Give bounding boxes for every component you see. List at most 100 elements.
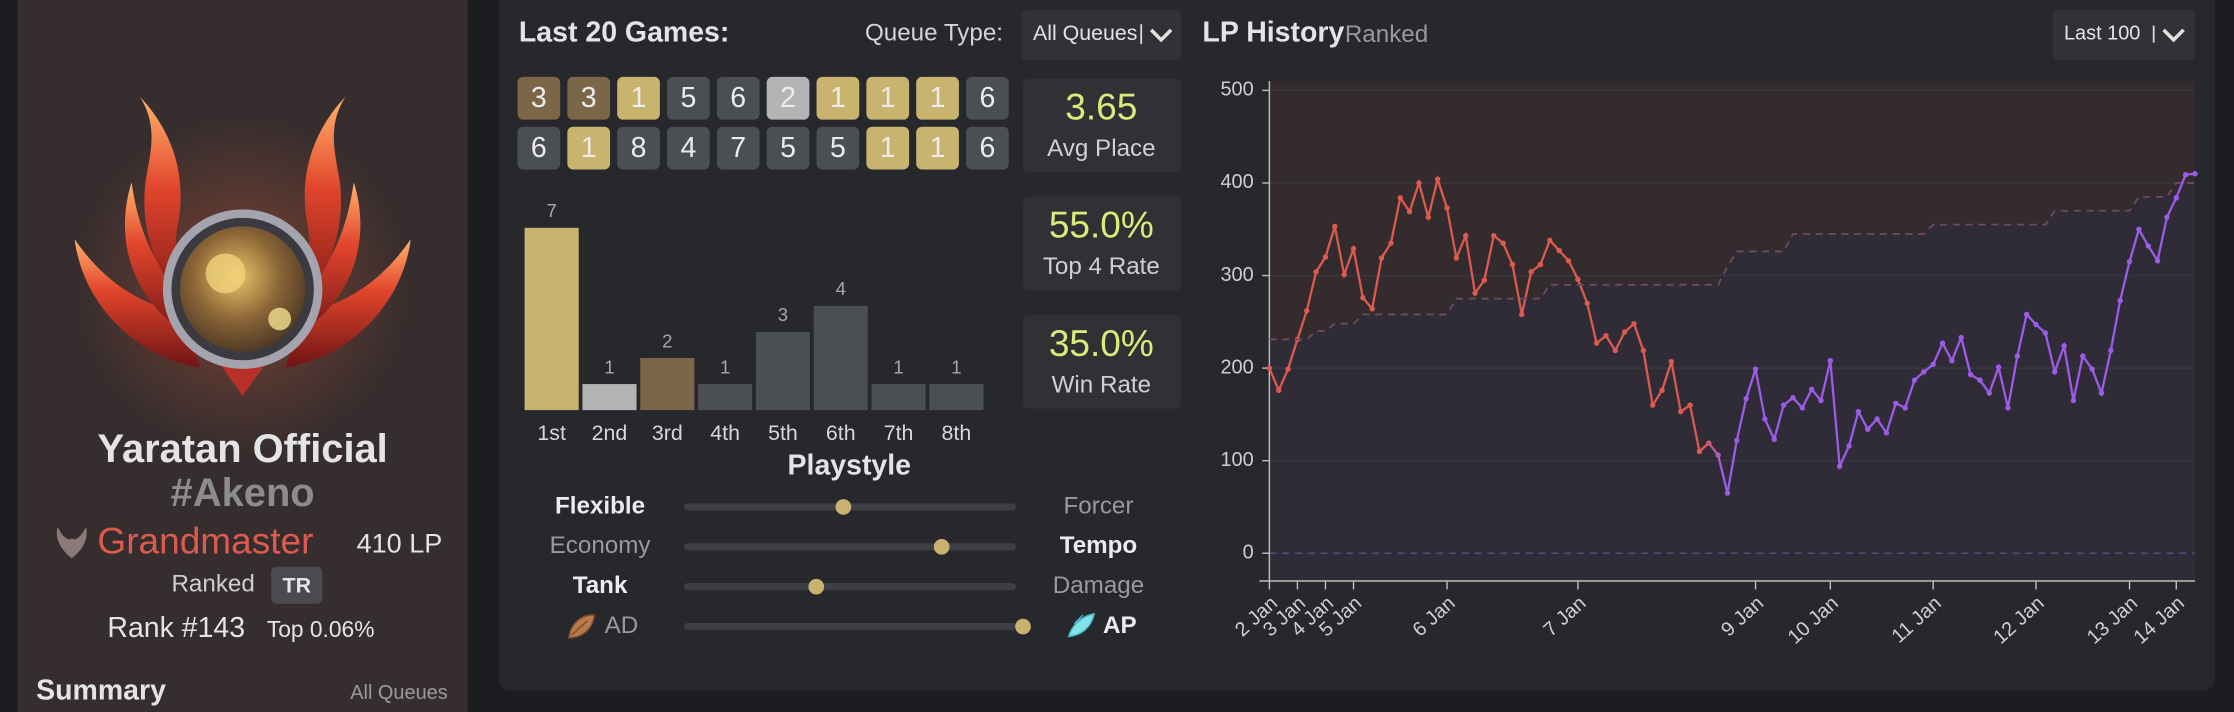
placement-badge [617, 126, 660, 170]
lp-point [1341, 271, 1347, 278]
lp-point [2173, 195, 2179, 201]
range-dropdown[interactable]: Last 100 [2052, 9, 2195, 60]
lp-point [1874, 416, 1880, 422]
x-tick-label: 6th [826, 421, 856, 445]
x-tick-label: 8th [942, 421, 972, 445]
placement-number: 7 [730, 132, 746, 164]
placement-number: 1 [930, 132, 946, 164]
lp-point [2164, 214, 2170, 220]
bar [698, 384, 753, 411]
lp-point [1790, 395, 1796, 401]
bar-value-label: 7 [547, 200, 557, 221]
lp-point [1360, 295, 1366, 301]
lp-point [1463, 233, 1469, 239]
lp-point [1612, 347, 1619, 354]
lp-point [1332, 223, 1338, 230]
lp-point [2005, 405, 2011, 411]
chevron[interactable] [2162, 28, 2185, 43]
bar-value-label: 1 [893, 356, 903, 377]
lp-point [1687, 402, 1693, 408]
placement-number: 6 [979, 82, 995, 114]
lp-point [2089, 366, 2095, 372]
bar [929, 384, 984, 411]
lp-point [1519, 311, 1525, 318]
lp-point [1434, 176, 1441, 182]
placement-badge [517, 76, 561, 120]
bar [871, 384, 926, 411]
placement-badge [517, 126, 561, 170]
lp-point [2023, 311, 2030, 318]
queue-dropdown[interactable]: All Queues [1021, 9, 1182, 60]
lp-point [1939, 340, 1946, 346]
lp-point [1977, 377, 1983, 383]
range-value[interactable]: Last 100 [2064, 22, 2140, 44]
tier-lp: 410 LP [357, 529, 443, 559]
placement-badge [716, 76, 760, 120]
stat-value: 55.0% [1049, 204, 1154, 246]
placement-badge [667, 126, 710, 170]
right-label: Tempo [1060, 532, 1138, 559]
lp-point [1678, 408, 1684, 415]
lp-point [1416, 180, 1422, 186]
games-title: Last 20 Games: [519, 17, 729, 49]
dropdown-box[interactable] [1021, 9, 1182, 60]
x-tick-label: 4th [710, 421, 740, 445]
lp-point [1734, 437, 1740, 444]
y-tick-label: 0 [1243, 541, 1254, 563]
summoner-name: Yaratan Official [98, 427, 388, 471]
placement-badge [617, 76, 660, 120]
lp-point [1743, 395, 1749, 402]
y-tick-label: 400 [1220, 171, 1253, 193]
summary-filter[interactable]: All Queues [350, 682, 447, 704]
left-label: AD [605, 612, 639, 639]
placement-number: 1 [930, 82, 946, 114]
queue-type: Ranked [171, 571, 254, 598]
slider-knob [1015, 618, 1031, 635]
lp-point [1491, 233, 1497, 239]
ap-icon [1067, 612, 1096, 638]
bar-value-label: 3 [778, 304, 788, 325]
lp-point [1836, 463, 1843, 469]
lp-point [1369, 306, 1375, 312]
lp-point [1388, 240, 1394, 246]
lp-title: LP History [1202, 17, 1344, 49]
lp-point [1706, 440, 1712, 446]
lp-point [1668, 358, 1675, 365]
lp-point [2042, 330, 2049, 336]
lp-point [2052, 369, 2058, 375]
stat-value: 3.65 [1065, 85, 1137, 127]
lp-point [2108, 347, 2114, 354]
placement-badge [567, 126, 611, 170]
queue-value[interactable]: All Queues [1033, 21, 1137, 45]
placement-number: 1 [631, 82, 647, 114]
dropdown-box[interactable] [2052, 9, 2195, 60]
placement-badge [766, 126, 810, 170]
summary-title: Summary [36, 675, 166, 707]
chevron[interactable] [1149, 28, 1173, 43]
placement-badge [567, 76, 611, 120]
lp-point [1584, 300, 1590, 307]
lp-point [1425, 214, 1432, 220]
slider-track [684, 623, 1016, 631]
y-tick-label: 500 [1220, 79, 1253, 101]
placement-number: 6 [531, 132, 547, 164]
summoner-tag: #Akeno [171, 471, 315, 515]
lp-point [1509, 261, 1516, 268]
y-tick-label: 300 [1220, 264, 1253, 286]
right-label: Damage [1053, 572, 1144, 599]
lp-point [1827, 357, 1834, 364]
placement-number: 5 [780, 132, 796, 164]
placement-badge [866, 126, 910, 170]
placement-number: 1 [581, 132, 597, 164]
left-label: Flexible [555, 492, 645, 519]
lp-point [1865, 426, 1871, 432]
lp-point [1752, 366, 1759, 372]
lp-point [1995, 364, 2002, 370]
bar [813, 305, 868, 411]
lp-point [1818, 397, 1824, 404]
placement-badge [966, 126, 1009, 170]
lp-point [1444, 205, 1450, 211]
lp-point [2014, 353, 2021, 359]
lp-point [1313, 269, 1319, 275]
